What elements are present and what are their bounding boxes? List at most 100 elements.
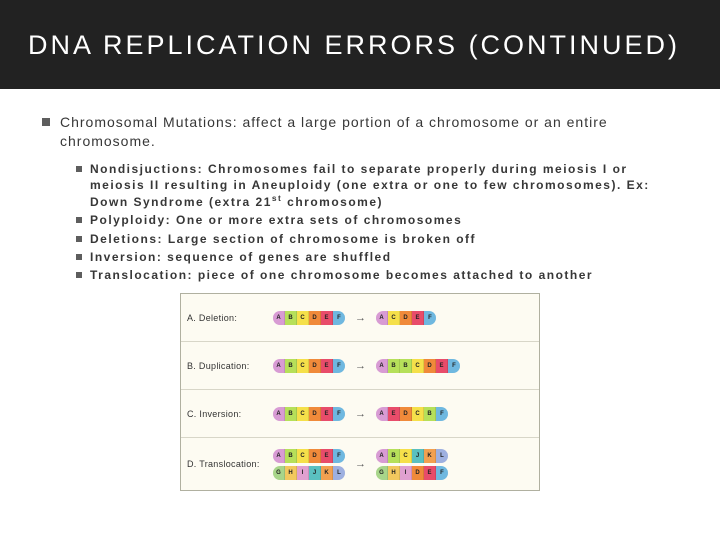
chromosome: ABCDEF <box>273 449 345 463</box>
sub-bullet-deletions: Deletions: Large section of chromosome i… <box>76 231 678 247</box>
gene-segment-F: F <box>333 407 345 421</box>
gene-segment-L: L <box>333 466 345 480</box>
gene-segment-A: A <box>273 311 285 325</box>
superscript: st <box>272 193 282 203</box>
bullet-marker <box>76 236 82 242</box>
chromosome-stack: ABCDEF GHIJKL <box>273 449 345 480</box>
gene-segment-D: D <box>309 407 321 421</box>
gene-segment-A: A <box>273 449 285 463</box>
gene-segment-E: E <box>388 407 400 421</box>
gene-segment-E: E <box>321 311 333 325</box>
gene-segment-F: F <box>333 311 345 325</box>
gene-segment-H: H <box>388 466 400 480</box>
chromosome-area: ABCDEF→ABBCDEF <box>273 359 539 373</box>
sub-bullet-list: Nondisjuctions: Chromosomes fail to sepa… <box>76 161 678 283</box>
gene-segment-F: F <box>448 359 460 373</box>
chromosome-area: ABCDEF→ACDEF <box>273 311 539 325</box>
gene-segment-E: E <box>321 407 333 421</box>
gene-segment-G: G <box>273 466 285 480</box>
sub-text: Inversion: sequence of genes are shuffle… <box>90 249 392 265</box>
sub-bullet-polyploidy: Polyploidy: One or more extra sets of ch… <box>76 212 678 228</box>
chromosome-area: ABCDEF→AEDCBF <box>273 407 539 421</box>
gene-segment-D: D <box>309 359 321 373</box>
gene-segment-D: D <box>309 311 321 325</box>
diagram-row-label: B. Duplication: <box>181 361 273 371</box>
gene-segment-D: D <box>400 407 412 421</box>
gene-segment-B: B <box>285 311 297 325</box>
gene-segment-A: A <box>376 311 388 325</box>
arrow-icon: → <box>351 360 370 372</box>
gene-segment-J: J <box>309 466 321 480</box>
bullet-marker <box>76 272 82 278</box>
chromosome: ABCDEF <box>273 311 345 325</box>
gene-segment-I: I <box>400 466 412 480</box>
gene-segment-B: B <box>400 359 412 373</box>
gene-segment-D: D <box>309 449 321 463</box>
gene-segment-E: E <box>436 359 448 373</box>
gene-segment-E: E <box>321 359 333 373</box>
bullet-marker <box>76 166 82 172</box>
sub-text-tail: chromosome) <box>282 195 383 209</box>
chromosome: GHIDEF <box>376 466 448 480</box>
gene-segment-E: E <box>412 311 424 325</box>
gene-segment-B: B <box>388 359 400 373</box>
gene-segment-C: C <box>412 359 424 373</box>
gene-segment-B: B <box>285 359 297 373</box>
chromosome-area: ABCDEFGHIJKL→ABCJKLGHIDEF <box>273 449 539 480</box>
gene-segment-C: C <box>297 407 309 421</box>
gene-segment-D: D <box>400 311 412 325</box>
diagram-row: A. Deletion:ABCDEF→ACDEF <box>181 294 539 342</box>
arrow-icon: → <box>351 312 370 324</box>
gene-segment-C: C <box>412 407 424 421</box>
chromosome: ABCDEF <box>273 407 345 421</box>
gene-segment-B: B <box>388 449 400 463</box>
gene-segment-D: D <box>424 359 436 373</box>
diagram-row: C. Inversion:ABCDEF→AEDCBF <box>181 390 539 438</box>
chromosome: GHIJKL <box>273 466 345 480</box>
chromosome: ABCJKL <box>376 449 448 463</box>
bullet-marker <box>76 254 82 260</box>
gene-segment-B: B <box>424 407 436 421</box>
chromosome: ABCDEF <box>273 359 345 373</box>
sub-text: Nondisjuctions: Chromosomes fail to sepa… <box>90 161 678 211</box>
mutation-diagram: A. Deletion:ABCDEF→ACDEFB. Duplication:A… <box>180 293 540 491</box>
gene-segment-A: A <box>376 359 388 373</box>
diagram-row-label: D. Translocation: <box>181 459 273 469</box>
gene-segment-E: E <box>321 449 333 463</box>
gene-segment-C: C <box>388 311 400 325</box>
gene-segment-D: D <box>412 466 424 480</box>
gene-segment-L: L <box>436 449 448 463</box>
arrow-icon: → <box>351 458 370 470</box>
gene-segment-B: B <box>285 449 297 463</box>
gene-segment-F: F <box>436 407 448 421</box>
sub-bullet-nondisjunction: Nondisjuctions: Chromosomes fail to sepa… <box>76 161 678 211</box>
gene-segment-K: K <box>321 466 333 480</box>
gene-segment-A: A <box>376 407 388 421</box>
chromosome: ABBCDEF <box>376 359 460 373</box>
sub-text: Deletions: Large section of chromosome i… <box>90 231 476 247</box>
chromosome: AEDCBF <box>376 407 448 421</box>
arrow-icon: → <box>351 408 370 420</box>
gene-segment-F: F <box>333 449 345 463</box>
sub-bullet-inversion: Inversion: sequence of genes are shuffle… <box>76 249 678 265</box>
main-bullet: Chromosomal Mutations: affect a large po… <box>42 113 678 151</box>
gene-segment-I: I <box>297 466 309 480</box>
gene-segment-C: C <box>297 311 309 325</box>
header-band: DNA REPLICATION ERRORS (CONTINUED) <box>0 0 720 89</box>
bullet-marker <box>42 118 50 126</box>
gene-segment-A: A <box>376 449 388 463</box>
sub-text: Translocation: piece of one chromosome b… <box>90 267 593 283</box>
diagram-row-label: A. Deletion: <box>181 313 273 323</box>
bullet-marker <box>76 217 82 223</box>
slide-title: DNA REPLICATION ERRORS (CONTINUED) <box>28 30 692 61</box>
gene-segment-C: C <box>400 449 412 463</box>
content-area: Chromosomal Mutations: affect a large po… <box>0 89 720 501</box>
gene-segment-K: K <box>424 449 436 463</box>
sub-text: Polyploidy: One or more extra sets of ch… <box>90 212 462 228</box>
gene-segment-C: C <box>297 359 309 373</box>
gene-segment-A: A <box>273 407 285 421</box>
diagram-row: D. Translocation:ABCDEFGHIJKL→ABCJKLGHID… <box>181 438 539 490</box>
gene-segment-F: F <box>333 359 345 373</box>
gene-segment-F: F <box>424 311 436 325</box>
gene-segment-B: B <box>285 407 297 421</box>
